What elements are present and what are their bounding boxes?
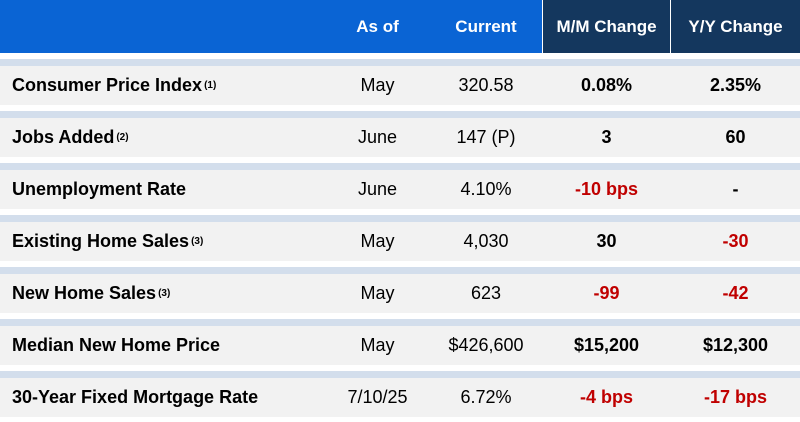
row-mm-change: 30: [596, 231, 617, 251]
row-divider: [0, 163, 800, 170]
table-row: Existing Home Sales (3) May 4,030 30 -30: [0, 222, 800, 261]
header-yy-change: Y/Y Change: [671, 0, 800, 53]
table-row-group: Consumer Price Index (1) May 320.58 0.08% 2.…: [0, 59, 800, 105]
row-yy-change: 2.35%: [709, 75, 762, 95]
row-divider: [0, 319, 800, 326]
row-current: 4,030: [463, 231, 509, 251]
row-divider: [0, 371, 800, 378]
row-as-of: June: [357, 179, 398, 199]
header-current: Current: [430, 0, 542, 53]
row-divider: [0, 59, 800, 66]
row-current: 4.10%: [460, 179, 512, 199]
row-as-of: June: [357, 127, 398, 147]
row-mm-change: -99: [593, 283, 620, 303]
row-label-text: Unemployment Rate: [12, 179, 187, 199]
row-yy-change: -30: [722, 231, 749, 251]
table-row: Jobs Added (2) June 147 (P) 3 60: [0, 118, 800, 157]
row-yy-change: -: [732, 179, 739, 199]
table-row: New Home Sales (3) May 623 -99 -42: [0, 274, 800, 313]
row-divider: [0, 111, 800, 118]
table-row-group: Unemployment Rate June 4.10% -10 bps -: [0, 163, 800, 209]
row-mm-change: $15,200: [573, 335, 640, 355]
table-row-group: Jobs Added (2) June 147 (P) 3 60: [0, 111, 800, 157]
table-body: Consumer Price Index (1) May 320.58 0.08% 2.…: [0, 53, 800, 417]
row-current: $426,600: [448, 335, 524, 355]
header-label: [0, 0, 325, 53]
table-row: Median New Home Price May $426,600 $15,200 $…: [0, 326, 800, 365]
table-row-group: New Home Sales (3) May 623 -99 -42: [0, 267, 800, 313]
row-current: 6.72%: [460, 387, 512, 407]
row-label: New Home Sales (3): [0, 274, 325, 313]
row-as-of: 7/10/25: [347, 387, 408, 407]
row-label: Median New Home Price: [0, 326, 325, 365]
row-label-text: Existing Home Sales: [12, 231, 190, 251]
row-label: Consumer Price Index (1): [0, 66, 325, 105]
header-mm-change: M/M Change: [542, 0, 671, 53]
row-footnote: (2): [116, 132, 129, 143]
table-row-group: 30-Year Fixed Mortgage Rate 7/10/25 6.72% -…: [0, 371, 800, 417]
row-label-text: Consumer Price Index: [12, 75, 203, 95]
row-yy-change: -17 bps: [703, 387, 768, 407]
row-mm-change: -4 bps: [579, 387, 633, 407]
row-label-text: Jobs Added: [12, 127, 115, 147]
row-label: Unemployment Rate: [0, 170, 325, 209]
table-row-group: Existing Home Sales (3) May 4,030 30 -30: [0, 215, 800, 261]
row-label: 30-Year Fixed Mortgage Rate: [0, 378, 325, 417]
row-as-of: May: [360, 335, 395, 355]
row-current: 147 (P): [456, 127, 516, 147]
table-row: Consumer Price Index (1) May 320.58 0.08% 2.…: [0, 66, 800, 105]
row-current: 320.58: [458, 75, 514, 95]
row-as-of: May: [360, 283, 395, 303]
row-label-text: New Home Sales: [12, 283, 157, 303]
row-footnote: (3): [158, 288, 171, 299]
row-yy-change: $12,300: [702, 335, 769, 355]
row-yy-change: -42: [722, 283, 749, 303]
row-mm-change: 3: [601, 127, 612, 147]
row-label-text: Median New Home Price: [12, 335, 221, 355]
row-label-text: 30-Year Fixed Mortgage Rate: [12, 387, 259, 407]
row-as-of: May: [360, 75, 395, 95]
row-mm-change: -10 bps: [574, 179, 639, 199]
row-divider: [0, 267, 800, 274]
row-current: 623: [470, 283, 502, 303]
table-header: As of Current M/M Change Y/Y Change: [0, 0, 800, 53]
row-as-of: May: [360, 231, 395, 251]
table-row: 30-Year Fixed Mortgage Rate 7/10/25 6.72% -…: [0, 378, 800, 417]
table-row-group: Median New Home Price May $426,600 $15,200 $…: [0, 319, 800, 365]
row-footnote: (3): [191, 236, 204, 247]
row-yy-change: 60: [725, 127, 746, 147]
row-divider: [0, 215, 800, 222]
header-as-of: As of: [325, 0, 430, 53]
table-row: Unemployment Rate June 4.10% -10 bps -: [0, 170, 800, 209]
row-label: Existing Home Sales (3): [0, 222, 325, 261]
row-footnote: (1): [204, 80, 217, 91]
row-label: Jobs Added (2): [0, 118, 325, 157]
row-mm-change: 0.08%: [580, 75, 633, 95]
